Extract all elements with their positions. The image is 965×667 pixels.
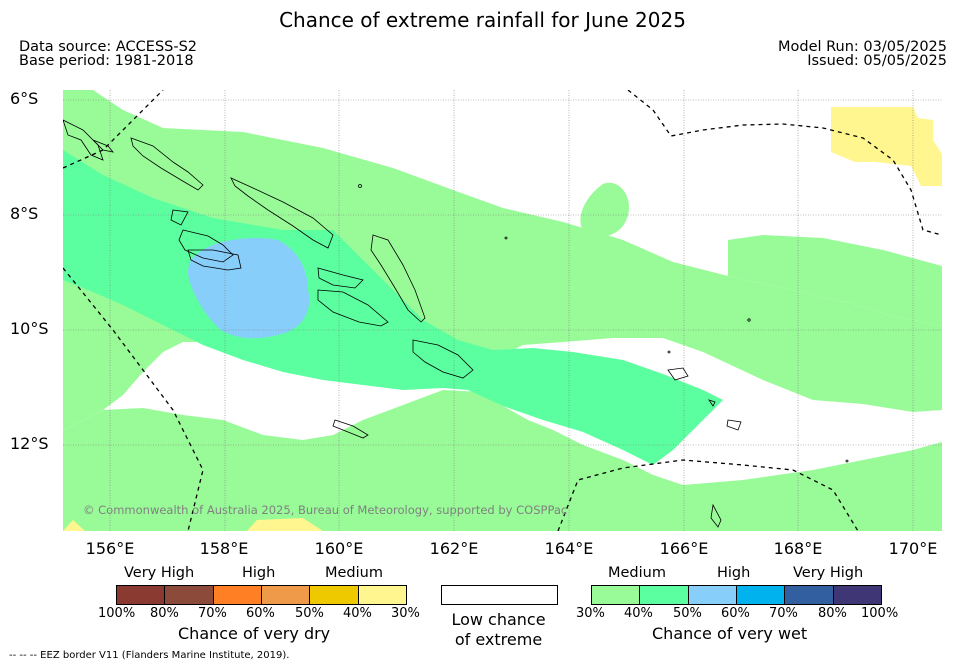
dry-medium-region-ne (831, 107, 942, 186)
wet-tick: 40% (624, 606, 653, 621)
eez-footer-note: -- -- -- EEZ border V11 (Flanders Marine… (9, 650, 290, 661)
wet-color-cell-3 (688, 586, 737, 604)
lon-label-168e: 168°E (773, 539, 823, 558)
lat-label-8s: 8°S (10, 204, 39, 223)
wet-color-cell-5 (785, 586, 834, 604)
wet-color-cell-1 (592, 586, 641, 604)
dry-color-cell-3 (213, 586, 262, 604)
wet-tick: 30% (576, 606, 605, 621)
dry-colorbar (116, 585, 407, 605)
wet-tick: 50% (673, 606, 702, 621)
wet-tick: 60% (721, 606, 750, 621)
graticule (63, 90, 942, 531)
base-period-text: Base period: 1981-2018 (19, 53, 194, 69)
wet-medium-light-blob (580, 182, 629, 237)
lon-label-164e: 164°E (544, 539, 594, 558)
coastlines (63, 119, 849, 528)
wet-medium-light-south (63, 390, 942, 531)
map-title: Chance of extreme rainfall for June 2025 (279, 8, 686, 32)
low-chance-line1: Low chance (451, 610, 546, 629)
lon-label-166e: 166°E (659, 539, 709, 558)
dry-medium-region-sw1 (63, 520, 85, 531)
dry-tick: 70% (198, 606, 227, 621)
wet-color-cell-6 (833, 586, 881, 604)
dry-tick: 60% (246, 606, 275, 621)
data-source-text: Data source: ACCESS-S2 (19, 39, 198, 55)
lon-label-170e: 170°E (888, 539, 938, 558)
dry-color-cell-1 (117, 586, 166, 604)
dry-level-very-high: Very High (124, 565, 195, 581)
dry-tick: 50% (295, 606, 324, 621)
lon-label-162e: 162°E (429, 539, 479, 558)
map-svg (63, 90, 942, 531)
lon-label-156e: 156°E (85, 539, 135, 558)
wet-color-cell-4 (736, 586, 786, 604)
map-canvas[interactable] (63, 90, 942, 531)
wet-legend-title: Chance of very wet (652, 624, 808, 643)
dry-color-cell-5 (310, 586, 359, 604)
map-credit-text: © Commonwealth of Australia 2025, Bureau… (83, 503, 568, 517)
low-chance-box (441, 585, 558, 605)
wet-medium-light-east (728, 235, 942, 326)
dry-tick: 30% (391, 606, 420, 621)
wet-level-high: High (717, 565, 751, 581)
lat-label-6s: 6°S (10, 89, 39, 108)
lon-label-158e: 158°E (199, 539, 249, 558)
dry-legend-title: Chance of very dry (178, 624, 331, 643)
low-chance-line2: of extreme (454, 630, 543, 649)
dry-medium-region-sw2 (247, 518, 323, 531)
wet-high-region (188, 238, 310, 339)
wet-color-cell-2 (640, 586, 689, 604)
wet-colorbar (591, 585, 882, 605)
dry-color-cell-6 (358, 586, 406, 604)
dry-tick: 80% (150, 606, 179, 621)
wet-tick: 80% (818, 606, 847, 621)
lat-label-10s: 10°S (10, 319, 49, 338)
dry-tick: 100% (98, 606, 136, 621)
model-run-text: Model Run: 03/05/2025 (777, 39, 947, 55)
lat-label-12s: 12°S (10, 434, 49, 453)
dry-level-medium: Medium (325, 565, 383, 581)
wet-tick: 70% (769, 606, 798, 621)
dry-color-cell-4 (261, 586, 311, 604)
wet-tick: 100% (861, 606, 899, 621)
issued-text: Issued: 05/05/2025 (807, 53, 947, 69)
wet-medium-light-region (63, 90, 942, 430)
wet-level-very-high: Very High (793, 565, 864, 581)
wet-level-medium: Medium (608, 565, 666, 581)
meta-right: Model Run: 03/05/2025 Issued: 05/05/2025 (777, 39, 947, 69)
dry-level-high: High (242, 565, 276, 581)
dry-tick: 40% (343, 606, 372, 621)
meta-left: Data source: ACCESS-S2 Base period: 1981… (19, 39, 198, 69)
wet-medium-dark-region (63, 150, 723, 465)
lon-label-160e: 160°E (314, 539, 364, 558)
dry-color-cell-2 (165, 586, 214, 604)
